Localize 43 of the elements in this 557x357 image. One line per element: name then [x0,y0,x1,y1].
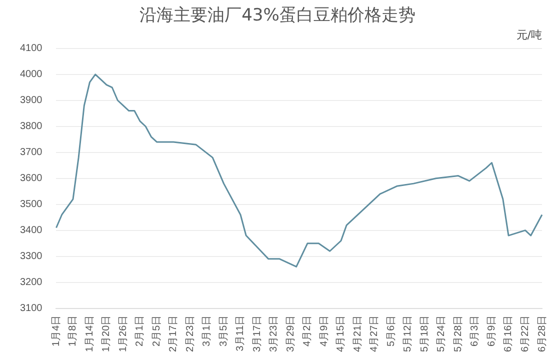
y-tick-label: 3100 [20,303,43,314]
y-tick-label: 3200 [20,277,43,288]
y-tick-label: 3700 [20,147,43,158]
x-tick-label: 4月21日 [352,315,364,352]
x-tick-label: 2月17日 [168,315,180,352]
x-tick-label: 5月24日 [436,315,448,352]
x-tick-label: 3月29日 [286,315,296,352]
y-tick-label: 3800 [20,121,43,132]
x-tick-label: 4月27日 [369,315,380,352]
x-tick-label: 5月28日 [453,315,464,352]
y-tick-label: 3500 [20,199,43,210]
x-tick-label: 3月1日 [202,315,213,346]
x-tick-label: 4月15日 [336,315,347,352]
y-tick-label: 4100 [20,43,43,54]
y-tick-label: 4000 [20,69,43,80]
chart-title: 沿海主要油厂43%蛋白豆粕价格走势 [140,6,416,26]
y-tick-label: 3900 [20,95,43,106]
x-tick-label: 1月26日 [118,315,129,352]
x-tick-label: 6月9日 [486,315,498,346]
x-tick-label: 4月2日 [302,315,314,346]
x-tick-label: 6月28日 [536,315,548,352]
x-tick-label: 1月20日 [101,315,112,352]
y-tick-label: 3300 [20,251,43,262]
x-tick-label: 4月9日 [319,315,330,346]
y-tick-label: 3400 [20,225,43,236]
x-tick-label: 2月5日 [151,315,162,346]
x-tick-label: 3月23日 [268,315,280,352]
x-tick-label: 5月12日 [402,315,414,352]
text: 元/吨 [516,28,542,42]
x-tick-label: 2月1日 [134,315,146,346]
y-tick-label: 3600 [20,173,43,184]
x-tick-label: 6月22日 [520,315,531,352]
x-tick-label: 5月6日 [386,315,397,346]
x-tick-label: 3月5日 [218,315,230,346]
x-tick-label: 5月18日 [420,315,430,352]
x-tick-label: 3月11日 [235,315,246,352]
x-tick-label: 6月16日 [503,315,514,352]
x-tick-label: 1月8日 [68,315,79,346]
x-tick-label: 1月14日 [84,315,96,352]
x-tick-label: 6月3日 [470,315,481,346]
x-tick-label: 3月17日 [252,315,263,352]
x-tick-label: 2月23日 [184,315,196,352]
x-tick-label: 1月4日 [50,315,62,346]
